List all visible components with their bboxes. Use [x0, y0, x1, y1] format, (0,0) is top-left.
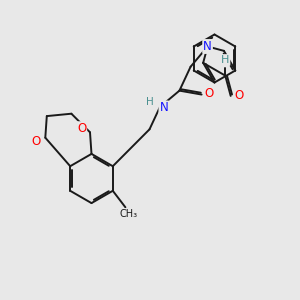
Text: O: O — [32, 135, 41, 148]
Text: O: O — [205, 87, 214, 100]
Text: H: H — [221, 55, 230, 65]
Text: N: N — [203, 40, 212, 53]
Text: O: O — [77, 122, 86, 135]
Text: H: H — [146, 97, 154, 106]
Text: O: O — [235, 89, 244, 102]
Text: CH₃: CH₃ — [119, 209, 137, 219]
Text: N: N — [159, 101, 168, 114]
